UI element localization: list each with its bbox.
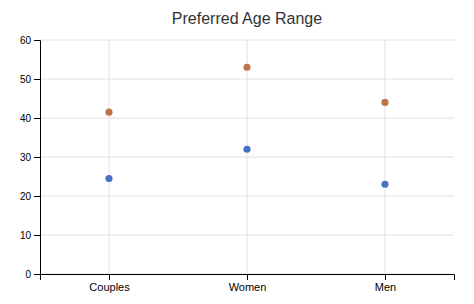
- tick: 50: [20, 74, 40, 85]
- point: [243, 146, 250, 153]
- tick: 10: [20, 230, 40, 241]
- tick: Couples: [89, 274, 130, 293]
- point: [243, 64, 250, 71]
- marks: [105, 64, 388, 188]
- tick: Women: [229, 274, 267, 293]
- axis-line: [41, 275, 455, 281]
- tick-mark: [34, 79, 40, 80]
- tick-mark: [34, 157, 40, 158]
- tick: 0: [25, 269, 40, 280]
- tick-mark: [34, 274, 40, 275]
- grid-line: [109, 40, 110, 274]
- series: [105, 146, 388, 188]
- tick: 20: [20, 191, 40, 202]
- tick-mark: [34, 40, 40, 41]
- chart: 0 10 20 30 40 50 60 Couples Women Men Preferred Ag…: [0, 0, 474, 304]
- tick-label: Men: [375, 281, 396, 293]
- tick: Men: [375, 274, 396, 293]
- tick-label: 40: [20, 113, 32, 124]
- tick-label: Couples: [89, 281, 130, 293]
- plot: 0 10 20 30 40 50 60 Couples Women Men: [20, 35, 455, 293]
- tick-label: 20: [20, 191, 32, 202]
- tick-label: 50: [20, 74, 32, 85]
- point: [381, 181, 388, 188]
- point: [381, 99, 388, 106]
- grid: [40, 40, 454, 274]
- y-axis: 0 10 20 30 40 50 60: [20, 35, 41, 280]
- tick: 40: [20, 113, 40, 124]
- tick: 60: [20, 35, 40, 46]
- tick-label: 10: [20, 230, 32, 241]
- tick-mark: [34, 118, 40, 119]
- point: [105, 109, 112, 116]
- tick-label: 0: [25, 269, 31, 280]
- title: Preferred Age Range: [172, 10, 322, 27]
- tick: 30: [20, 152, 40, 163]
- grid-line: [247, 40, 248, 274]
- axis-line: [34, 41, 41, 275]
- tick-mark: [385, 274, 386, 280]
- tick-label: 60: [20, 35, 32, 46]
- tick-mark: [109, 274, 110, 280]
- tick-mark: [247, 274, 248, 280]
- tick-label: 30: [20, 152, 32, 163]
- tick-mark: [34, 196, 40, 197]
- grid-line: [385, 40, 386, 274]
- tick-label: Women: [229, 281, 267, 293]
- point: [105, 175, 112, 182]
- tick-mark: [34, 235, 40, 236]
- series: [105, 64, 388, 116]
- x-axis: Couples Women Men: [41, 274, 455, 293]
